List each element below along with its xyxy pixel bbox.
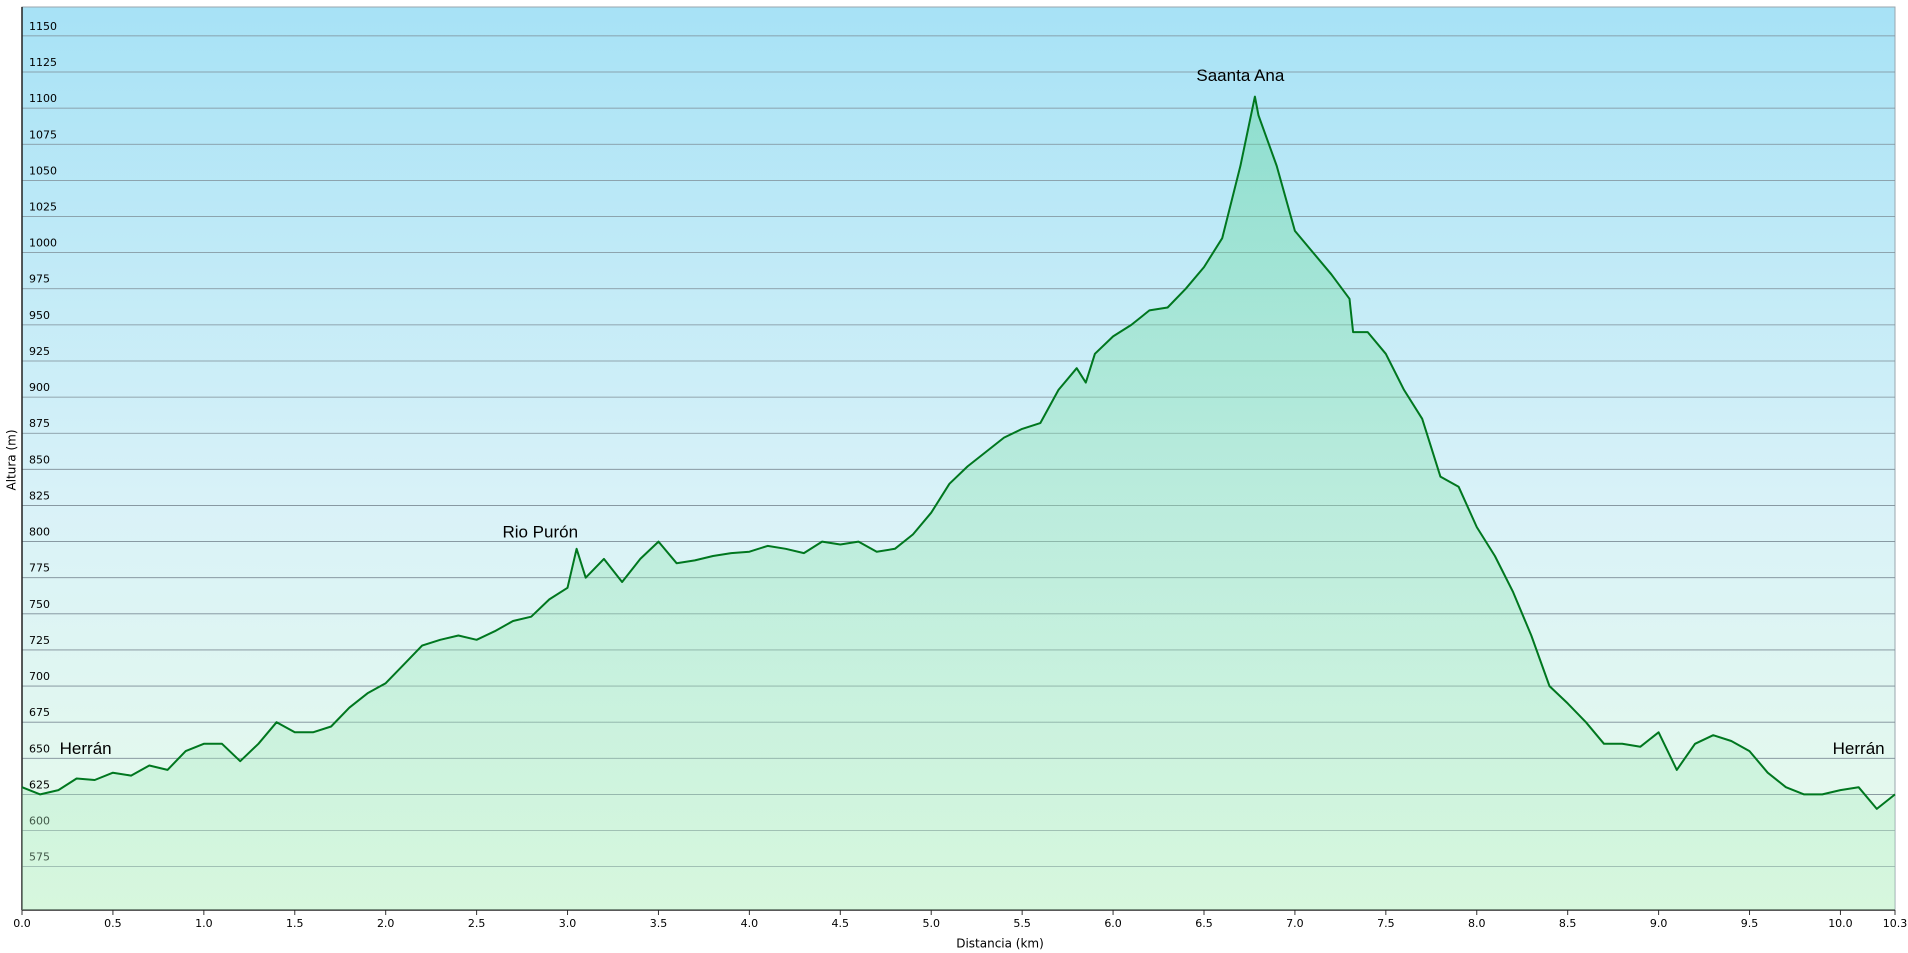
elevation-area — [22, 96, 1895, 911]
annotation: Herrán — [1833, 739, 1885, 758]
x-tick-label: 6.5 — [1195, 917, 1213, 930]
y-tick-label: 1050 — [29, 164, 57, 177]
x-tick-label: 7.0 — [1286, 917, 1304, 930]
elevation-line — [21, 95, 1896, 810]
x-axis-label: Distancia (km) — [956, 937, 1044, 951]
x-tick-label: 0.0 — [13, 917, 31, 930]
x-tick-label: 0.5 — [104, 917, 122, 930]
x-tick-label: 10.3 — [1883, 917, 1908, 930]
x-tick-label: 3.5 — [650, 917, 668, 930]
y-tick-label: 675 — [29, 706, 50, 719]
y-tick-label: 775 — [29, 562, 50, 575]
y-tick-label: 750 — [29, 598, 50, 611]
y-tick-label: 900 — [29, 381, 50, 394]
x-tick-label: 10.0 — [1828, 917, 1853, 930]
y-tick-label: 700 — [29, 670, 50, 683]
y-tick-label: 1025 — [29, 200, 57, 213]
x-tick-label: 9.0 — [1650, 917, 1668, 930]
x-tick-label: 9.5 — [1741, 917, 1759, 930]
x-tick-label: 1.5 — [286, 917, 304, 930]
y-tick-label: 950 — [29, 309, 50, 322]
x-tick-label: 7.5 — [1377, 917, 1395, 930]
y-tick-label: 925 — [29, 345, 50, 358]
annotation: Rio Purón — [502, 522, 578, 541]
y-axis-label: Altura (m) — [5, 429, 19, 490]
y-tick-label: 875 — [29, 417, 50, 430]
y-tick-label: 1150 — [29, 20, 57, 33]
annotation: Herrán — [60, 739, 112, 758]
x-tick-label: 5.0 — [922, 917, 940, 930]
annotation: Saanta Ana — [1196, 66, 1284, 85]
x-tick-label: 4.0 — [741, 917, 759, 930]
x-tick-label: 4.5 — [832, 917, 850, 930]
y-tick-label: 800 — [29, 526, 50, 539]
x-tick-label: 2.5 — [468, 917, 486, 930]
x-tick-label: 2.0 — [377, 917, 395, 930]
y-tick-label: 850 — [29, 453, 50, 466]
y-tick-label: 1000 — [29, 237, 57, 250]
y-tick-label: 1125 — [29, 56, 57, 69]
x-tick-label: 8.5 — [1559, 917, 1577, 930]
y-tick-label: 825 — [29, 489, 50, 502]
y-tick-label: 1075 — [29, 128, 57, 141]
y-tick-label: 1100 — [29, 92, 57, 105]
x-tick-label: 5.5 — [1013, 917, 1031, 930]
x-tick-label: 3.0 — [559, 917, 577, 930]
y-tick-label: 650 — [29, 742, 50, 755]
x-tick-label: 8.0 — [1468, 917, 1486, 930]
y-tick-label: 625 — [29, 778, 50, 791]
x-tick-label: 1.0 — [195, 917, 213, 930]
y-tick-label: 975 — [29, 273, 50, 286]
x-tick-label: 6.0 — [1104, 917, 1122, 930]
y-tick-label: 725 — [29, 634, 50, 647]
